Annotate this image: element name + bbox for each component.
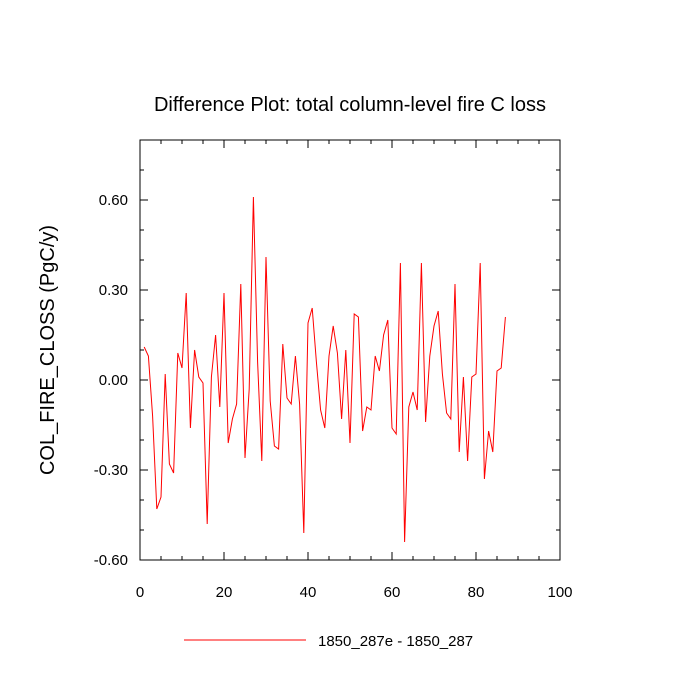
series-line bbox=[143, 196, 506, 543]
legend: 1850_287e - 1850_287 bbox=[184, 633, 473, 650]
y-tick-label: 0.00 bbox=[99, 372, 128, 389]
y-axis-tick-labels: -0.60 -0.30 0.00 0.30 0.60 bbox=[94, 192, 128, 569]
x-axis-tick-labels: 0 20 40 60 80 100 bbox=[136, 584, 573, 601]
x-tick-label: 0 bbox=[136, 584, 144, 601]
x-axis-ticks bbox=[139, 140, 561, 560]
y-axis-label: COL_FIRE_CLOSS (PgC/y) bbox=[37, 225, 59, 475]
y-tick-label: 0.60 bbox=[99, 192, 128, 209]
x-tick-label: 100 bbox=[547, 584, 572, 601]
x-tick-label: 40 bbox=[300, 584, 317, 601]
y-tick-label: -0.30 bbox=[94, 462, 128, 479]
y-axis-ticks bbox=[140, 139, 560, 561]
chart-title: Difference Plot: total column-level fire… bbox=[154, 94, 546, 116]
y-tick-label: -0.60 bbox=[94, 552, 128, 569]
x-tick-label: 20 bbox=[216, 584, 233, 601]
legend-label: 1850_287e - 1850_287 bbox=[318, 633, 473, 650]
x-tick-label: 60 bbox=[384, 584, 401, 601]
x-tick-label: 80 bbox=[468, 584, 485, 601]
series-group bbox=[143, 196, 506, 543]
plot-frame bbox=[139, 139, 561, 561]
y-tick-label: 0.30 bbox=[99, 282, 128, 299]
